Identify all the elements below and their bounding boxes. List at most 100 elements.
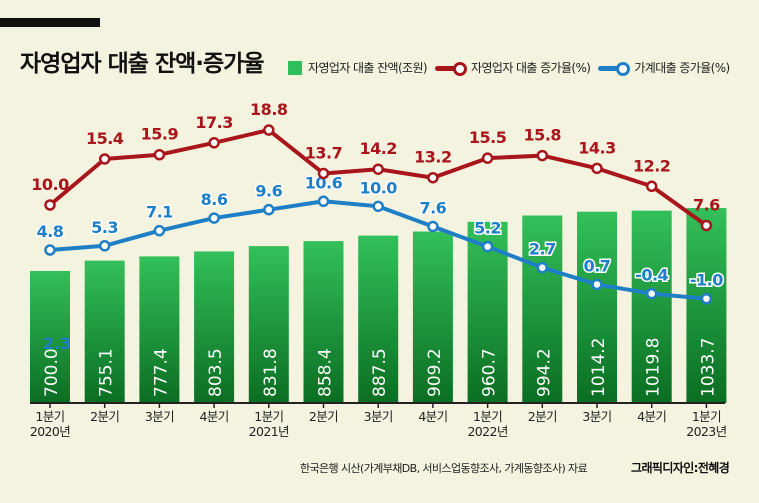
- household-rate-point: [481, 240, 494, 253]
- bar-value-label: 1014.2: [589, 338, 609, 397]
- bar: [30, 270, 70, 403]
- self-employed-rate-point: [481, 152, 494, 164]
- self-employed-rate-point: [536, 149, 549, 162]
- legend-swatch-bar: [288, 60, 302, 75]
- x-tick-label: 4분기: [200, 409, 229, 424]
- bar: [631, 210, 672, 403]
- self-employed-rate-value-label: 7.6: [693, 195, 720, 214]
- self-employed-rate-point: [153, 148, 166, 161]
- household-rate-value-label: -1.0: [690, 271, 723, 290]
- self-employed-rate-point: [591, 162, 603, 175]
- x-tick-label: 2분기: [90, 409, 119, 424]
- bar-value-label: 777.4: [151, 348, 171, 397]
- x-tick-label: 2020년: [30, 424, 70, 439]
- bar-value-label: 831.8: [261, 348, 281, 397]
- household-rate-value-label: 10.0: [359, 178, 397, 197]
- chart-title: 자영업자 대출 잔액·증가율: [20, 51, 265, 77]
- self-employed-rate-point: [645, 180, 658, 193]
- x-tick-label: 2022년: [467, 424, 507, 439]
- household-rate-value-label: 5.2: [474, 219, 501, 238]
- stray-value-label: 2.3: [43, 334, 71, 353]
- bar: [522, 215, 563, 403]
- legend-item-self-employed-rate: 자영업자 대출 증가율(%): [435, 59, 591, 76]
- household-rate-point: [700, 292, 713, 305]
- bar: [194, 251, 235, 403]
- self-employed-rate-point: [372, 163, 384, 175]
- source-note: 한국은행 시산(가계부채DB, 서비스업동향조사, 가계동향조사) 자료: [300, 462, 588, 475]
- bar-value-label: 803.5: [206, 348, 226, 397]
- decorative-bar: [0, 18, 100, 27]
- self-employed-rate-point: [44, 199, 56, 211]
- household-rate-point: [208, 212, 220, 224]
- bar: [358, 235, 399, 403]
- bar-value-label: 1033.7: [698, 338, 718, 397]
- graphic-credit: 그래픽디자인:전혜경: [631, 461, 730, 475]
- legend-item-balance: 자영업자 대출 잔액(조원): [288, 59, 428, 76]
- household-rate-point: [372, 200, 384, 213]
- legend-swatch-red-line: [435, 61, 467, 76]
- legend: 자영업자 대출 잔액(조원) 자영업자 대출 증가율(%) 가계대출 증가율(%…: [288, 59, 738, 76]
- bar: [577, 211, 617, 403]
- bar: [412, 231, 453, 403]
- self-employed-rate-value-label: 14.3: [578, 138, 615, 157]
- self-employed-rate-point: [700, 219, 713, 232]
- self-employed-rate-point: [427, 171, 439, 184]
- household-rate-value-label: 2.7: [529, 240, 556, 259]
- household-rate-value-label: -0.4: [635, 266, 668, 285]
- bar-value-label: 858.4: [316, 348, 336, 397]
- self-employed-rate-point: [208, 137, 220, 149]
- self-employed-rate-value-label: 13.7: [305, 143, 342, 162]
- legend-label: 자영업자 대출 잔액(조원): [308, 61, 428, 75]
- household-rate-value-label: 8.6: [201, 190, 228, 209]
- self-employed-rate-value-label: 13.2: [414, 148, 451, 167]
- bar-value-label: 1019.8: [644, 338, 664, 397]
- household-rate-point: [427, 220, 439, 233]
- bar: [84, 260, 125, 403]
- x-tick-label: 2021년: [249, 424, 289, 439]
- bar: [303, 241, 344, 403]
- x-tick-label: 1분기: [35, 409, 64, 424]
- legend-label: 자영업자 대출 증가율(%): [471, 61, 591, 75]
- self-employed-rate-value-label: 15.4: [86, 129, 124, 148]
- household-rate-point: [44, 244, 56, 256]
- bar-value-label: 994.2: [534, 348, 554, 397]
- bar-value-label: 700.0: [42, 348, 62, 397]
- household-rate-point: [317, 195, 330, 208]
- household-rate-value-label: 7.1: [146, 203, 173, 222]
- household-rate-point: [536, 261, 549, 274]
- self-employed-rate-value-label: 14.2: [359, 139, 396, 158]
- x-tick-label: 2분기: [528, 409, 557, 424]
- household-rate-value-label: 9.6: [255, 182, 282, 201]
- x-tick-label: 2023년: [686, 424, 726, 439]
- household-rate-point: [263, 203, 275, 216]
- x-tick-label: 1분기: [692, 409, 721, 424]
- bar-value-label: 887.5: [370, 348, 390, 397]
- self-employed-rate-value-label: 10.0: [31, 175, 69, 194]
- x-tick-label: 4분기: [637, 409, 666, 424]
- bar-value-label: 909.2: [425, 348, 445, 397]
- x-tick-label: 3분기: [364, 409, 393, 424]
- household-rate-point: [98, 240, 111, 252]
- self-employed-rate-value-label: 15.9: [141, 125, 179, 144]
- self-employed-rate-value-label: 12.2: [633, 156, 670, 175]
- x-tick-label: 3분기: [582, 409, 611, 424]
- self-employed-rate-point: [98, 153, 111, 165]
- self-employed-rate-point: [317, 167, 330, 180]
- household-rate-point: [153, 224, 166, 237]
- x-tick-label: 2분기: [309, 409, 338, 424]
- bar: [139, 256, 180, 403]
- household-rate-value-label: 7.6: [419, 198, 446, 217]
- legend-item-household-rate: 가계대출 증가율(%): [598, 59, 730, 76]
- legend-swatch-blue-line: [598, 61, 631, 76]
- self-employed-rate-point: [263, 124, 275, 136]
- bar: [248, 246, 289, 403]
- household-rate-value-label: 10.6: [305, 173, 343, 192]
- self-employed-rate-value-label: 17.3: [195, 113, 232, 132]
- x-tick-label: 1분기: [254, 409, 283, 424]
- bar-value-label: 960.7: [480, 348, 500, 397]
- self-employed-rate-value-label: 15.8: [524, 126, 562, 145]
- household-rate-point: [591, 278, 603, 291]
- legend-label: 가계대출 증가율(%): [634, 61, 730, 75]
